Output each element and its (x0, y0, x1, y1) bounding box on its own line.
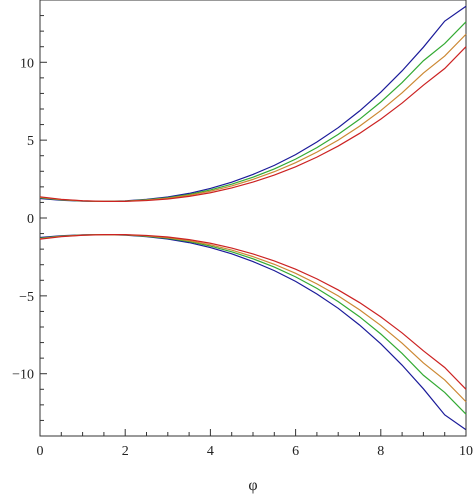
series-line-lower-7 (39, 234, 467, 390)
y-axis: −10 −5 0 5 10 (12, 15, 47, 421)
x-tick-label: 6 (292, 444, 299, 459)
x-tick-label: 10 (459, 444, 473, 459)
y-tick-label: 10 (20, 56, 34, 71)
y-tick-label: 0 (27, 212, 34, 227)
x-tick-label: 2 (122, 444, 129, 459)
x-tick-label: 8 (377, 444, 384, 459)
series-line-upper-3 (39, 46, 467, 202)
x-axis: 0 2 4 6 8 10 (37, 429, 473, 459)
y-tick-label: −5 (19, 290, 34, 305)
plot-frame (39, 0, 467, 437)
series-line-upper-2 (39, 33, 467, 202)
series-line-lower-6 (39, 234, 467, 403)
y-tick-label: −10 (12, 368, 34, 383)
curves-group (39, 5, 467, 431)
x-tick-label: 4 (207, 444, 214, 459)
x-tick-label: 0 (37, 444, 44, 459)
y-tick-label: 5 (27, 134, 34, 149)
x-axis-label: φ (248, 477, 257, 494)
